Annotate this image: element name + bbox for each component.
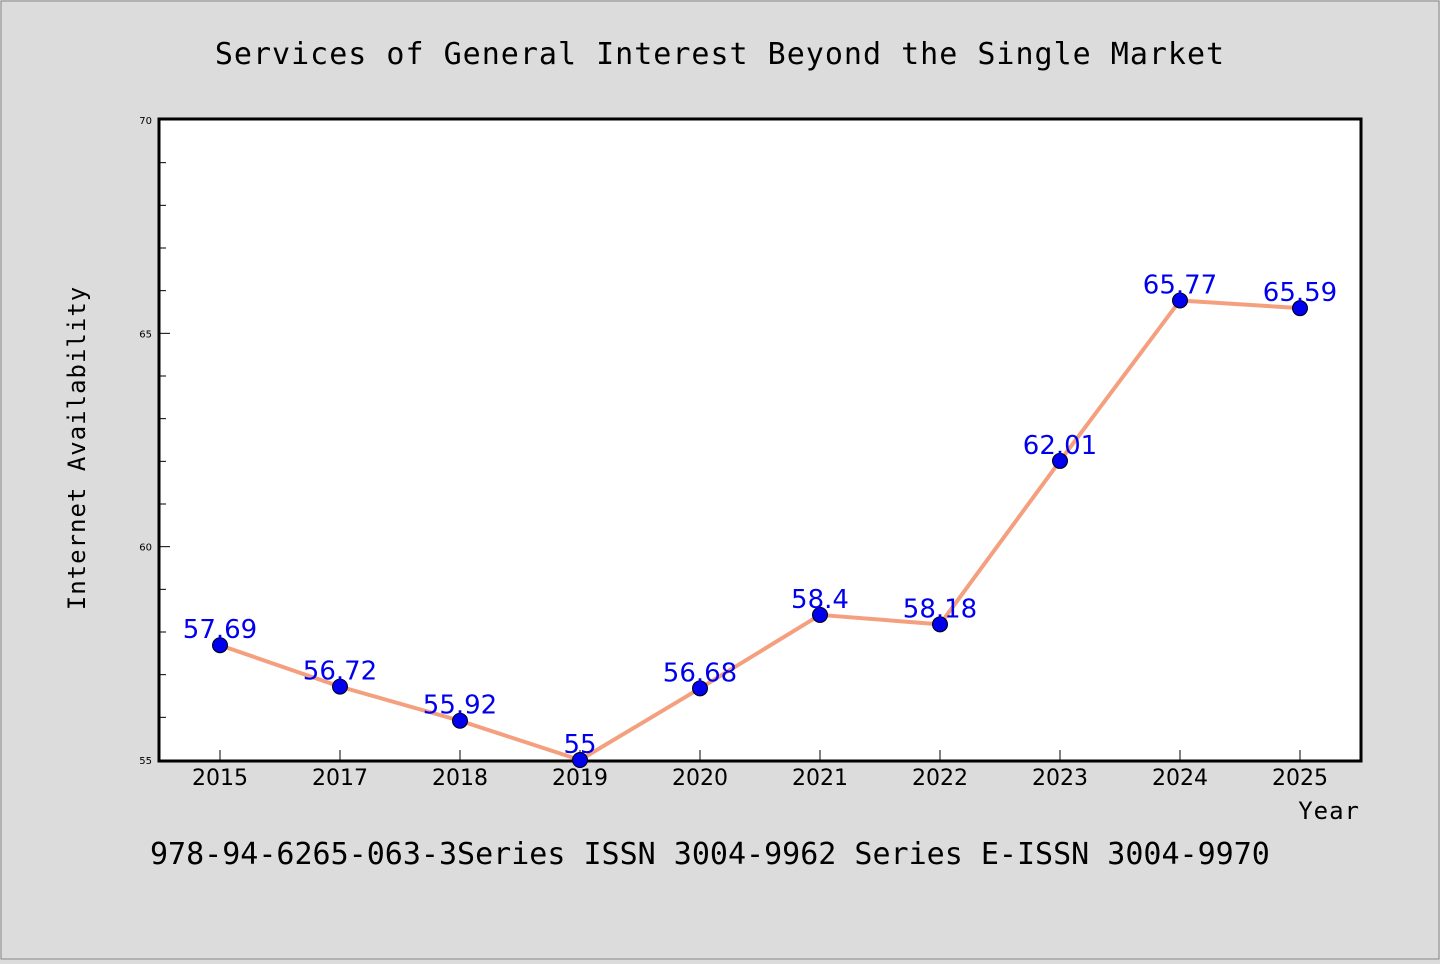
x-tick-label: 2023 [1032, 766, 1088, 791]
data-label: 56.72 [303, 657, 377, 687]
data-label: 56.68 [663, 658, 737, 688]
data-label: 65.59 [1263, 278, 1337, 308]
y-axis: 55 60 65 70 [139, 116, 170, 767]
data-point [812, 606, 828, 623]
data-label: 55.92 [423, 691, 497, 721]
x-tick-label: 2018 [432, 766, 488, 791]
x-axis: 2015 2017 2018 2019 2020 2021 2022 2023 2024 2025 [192, 750, 1328, 791]
data-label: 65.77 [1143, 270, 1217, 300]
data-point [1292, 300, 1308, 317]
series-line-group [218, 298, 1302, 762]
data-label: 58.18 [903, 594, 977, 624]
data-point [332, 678, 348, 695]
x-axis-title: Year [1298, 797, 1360, 825]
data-point [932, 616, 948, 633]
data-labels: 57.69 56.72 55.92 55 56.68 58.4 58.18 62.01 65.7… [183, 270, 1337, 760]
series-markers [212, 292, 1308, 768]
plot-area [157, 117, 1363, 763]
series-line [218, 298, 1302, 762]
data-point [1052, 452, 1068, 469]
data-point [692, 680, 708, 697]
x-tick-label: 2021 [792, 766, 848, 791]
data-point [572, 752, 588, 768]
data-label: 57.69 [183, 615, 257, 645]
x-tick-label: 2019 [552, 766, 608, 791]
x-tick-label: 2024 [1152, 766, 1208, 791]
y-axis-title: Internet Availability [63, 286, 91, 610]
y-tick-label: 60 [139, 543, 152, 554]
footer-isbn: 978-94-6265-063-3Series ISSN 3004-9962 S… [150, 837, 1270, 872]
x-tick-label: 2020 [672, 766, 728, 791]
x-tick-label: 2022 [912, 766, 968, 791]
x-tick-label: 2017 [312, 766, 368, 791]
chart-title: Services of General Interest Beyond the … [215, 37, 1225, 72]
data-point [212, 637, 228, 654]
y-tick-label: 70 [139, 116, 152, 127]
data-label: 58.4 [791, 585, 849, 615]
data-label: 55 [563, 730, 596, 760]
y-tick-label: 55 [139, 756, 152, 767]
y-tick-label: 65 [139, 329, 152, 340]
x-tick-label: 2015 [192, 766, 248, 791]
data-point [452, 712, 468, 729]
data-point [1172, 292, 1188, 309]
x-tick-label: 2025 [1272, 766, 1328, 791]
data-label: 62.01 [1023, 431, 1097, 461]
